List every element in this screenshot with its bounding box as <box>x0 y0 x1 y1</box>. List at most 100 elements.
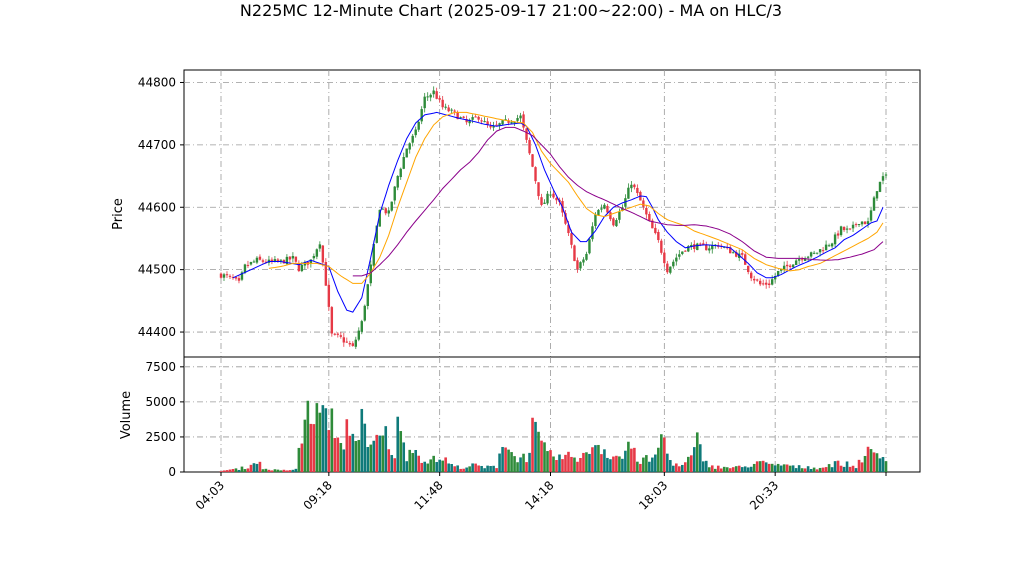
volume-y-tick-label: 0 <box>168 465 176 479</box>
volume-bar <box>872 452 876 472</box>
candle-body <box>345 341 349 343</box>
candle-body <box>288 256 292 260</box>
volume-y-tick-label: 7500 <box>145 360 176 374</box>
volume-bar <box>258 461 262 472</box>
volume-bar <box>261 469 265 472</box>
volume-bar <box>719 468 723 472</box>
volume-bar <box>743 466 747 472</box>
candle-body <box>429 94 432 98</box>
volume-bar <box>761 460 765 472</box>
volume-bar <box>561 459 564 472</box>
candle-body <box>372 243 375 266</box>
x-tick-label: 20:33 <box>747 478 781 512</box>
volume-bar <box>704 460 708 472</box>
volume-bar <box>770 463 774 472</box>
candle-body <box>585 253 588 260</box>
volume-bar <box>809 469 813 472</box>
volume-bar <box>555 460 558 472</box>
candle-body <box>501 120 504 125</box>
volume-bar <box>684 462 687 472</box>
volume-y-tick-label: 2500 <box>145 430 176 444</box>
volume-bar <box>764 462 768 472</box>
volume-bar <box>522 453 525 472</box>
volume-bar <box>752 463 756 472</box>
volume-bar <box>330 408 334 472</box>
candle-body <box>690 244 693 247</box>
candle-body <box>390 201 393 211</box>
candle-body <box>672 261 675 267</box>
volume-bar <box>618 456 621 472</box>
price-y-tick-label: 44700 <box>138 138 176 152</box>
volume-bar <box>666 453 669 472</box>
candle-body <box>243 264 247 273</box>
candle-body <box>806 256 810 258</box>
price-candles <box>219 86 888 350</box>
candle-body <box>285 256 289 265</box>
candle-body <box>486 121 489 125</box>
volume-bar <box>315 403 319 472</box>
candle-body <box>336 333 340 335</box>
volume-bar <box>573 457 576 472</box>
volume-bar <box>414 449 418 472</box>
volume-bar <box>749 466 753 472</box>
volume-bar <box>552 456 555 472</box>
volume-bar <box>480 465 483 472</box>
candle-body <box>483 121 486 123</box>
candle-body <box>684 250 687 252</box>
volume-bar <box>420 462 423 472</box>
volume-bar <box>716 465 720 472</box>
volume-bar <box>830 467 834 472</box>
candle-body <box>318 244 322 249</box>
volume-bar <box>426 463 429 472</box>
candle-body <box>884 174 888 176</box>
candle-body <box>333 333 337 335</box>
volume-bar <box>459 468 462 472</box>
candle-body <box>597 209 600 216</box>
candle-body <box>588 239 591 254</box>
candle-body <box>827 245 831 247</box>
candle-body <box>375 225 378 243</box>
volume-bar <box>249 464 253 472</box>
volume-bar <box>357 439 361 472</box>
candle-body <box>237 278 241 281</box>
candle-body <box>651 220 654 229</box>
volume-bar <box>878 458 882 472</box>
candle-body <box>522 114 525 128</box>
candle-body <box>420 109 423 122</box>
volume-bar <box>321 405 325 472</box>
candle-body <box>866 221 870 225</box>
volume-bar <box>782 464 786 472</box>
volume-bars <box>219 400 888 472</box>
volume-bar <box>462 468 465 472</box>
candle-body <box>836 233 840 236</box>
candle-body <box>366 284 369 306</box>
x-tick-label: 04:03 <box>193 478 227 512</box>
volume-bar <box>585 452 588 472</box>
volume-bar <box>411 453 415 472</box>
candle-body <box>255 257 259 263</box>
candle-body <box>678 254 681 257</box>
price-panel: 44400 44500 44600 44700 44800 Price <box>111 69 921 358</box>
candle-body <box>767 283 771 286</box>
volume-bar <box>824 467 828 472</box>
candle-body <box>261 260 265 262</box>
volume-bar <box>851 465 855 472</box>
volume-bar <box>755 461 759 472</box>
candle-body <box>489 125 492 128</box>
volume-bar <box>863 455 867 472</box>
volume-bar <box>273 469 277 472</box>
candle-body <box>498 123 501 126</box>
volume-bar <box>881 457 885 472</box>
volume-bar <box>651 457 654 472</box>
volume-bar <box>639 463 642 472</box>
candle-body <box>761 283 765 285</box>
volume-bar <box>725 467 729 472</box>
volume-bar <box>672 465 675 472</box>
candle-body <box>300 264 304 272</box>
volume-bar <box>519 457 522 472</box>
candle-body <box>824 244 828 251</box>
candle-body <box>555 197 558 201</box>
volume-bar <box>654 454 657 472</box>
volume-bar <box>746 467 750 472</box>
candle-body <box>830 243 834 247</box>
